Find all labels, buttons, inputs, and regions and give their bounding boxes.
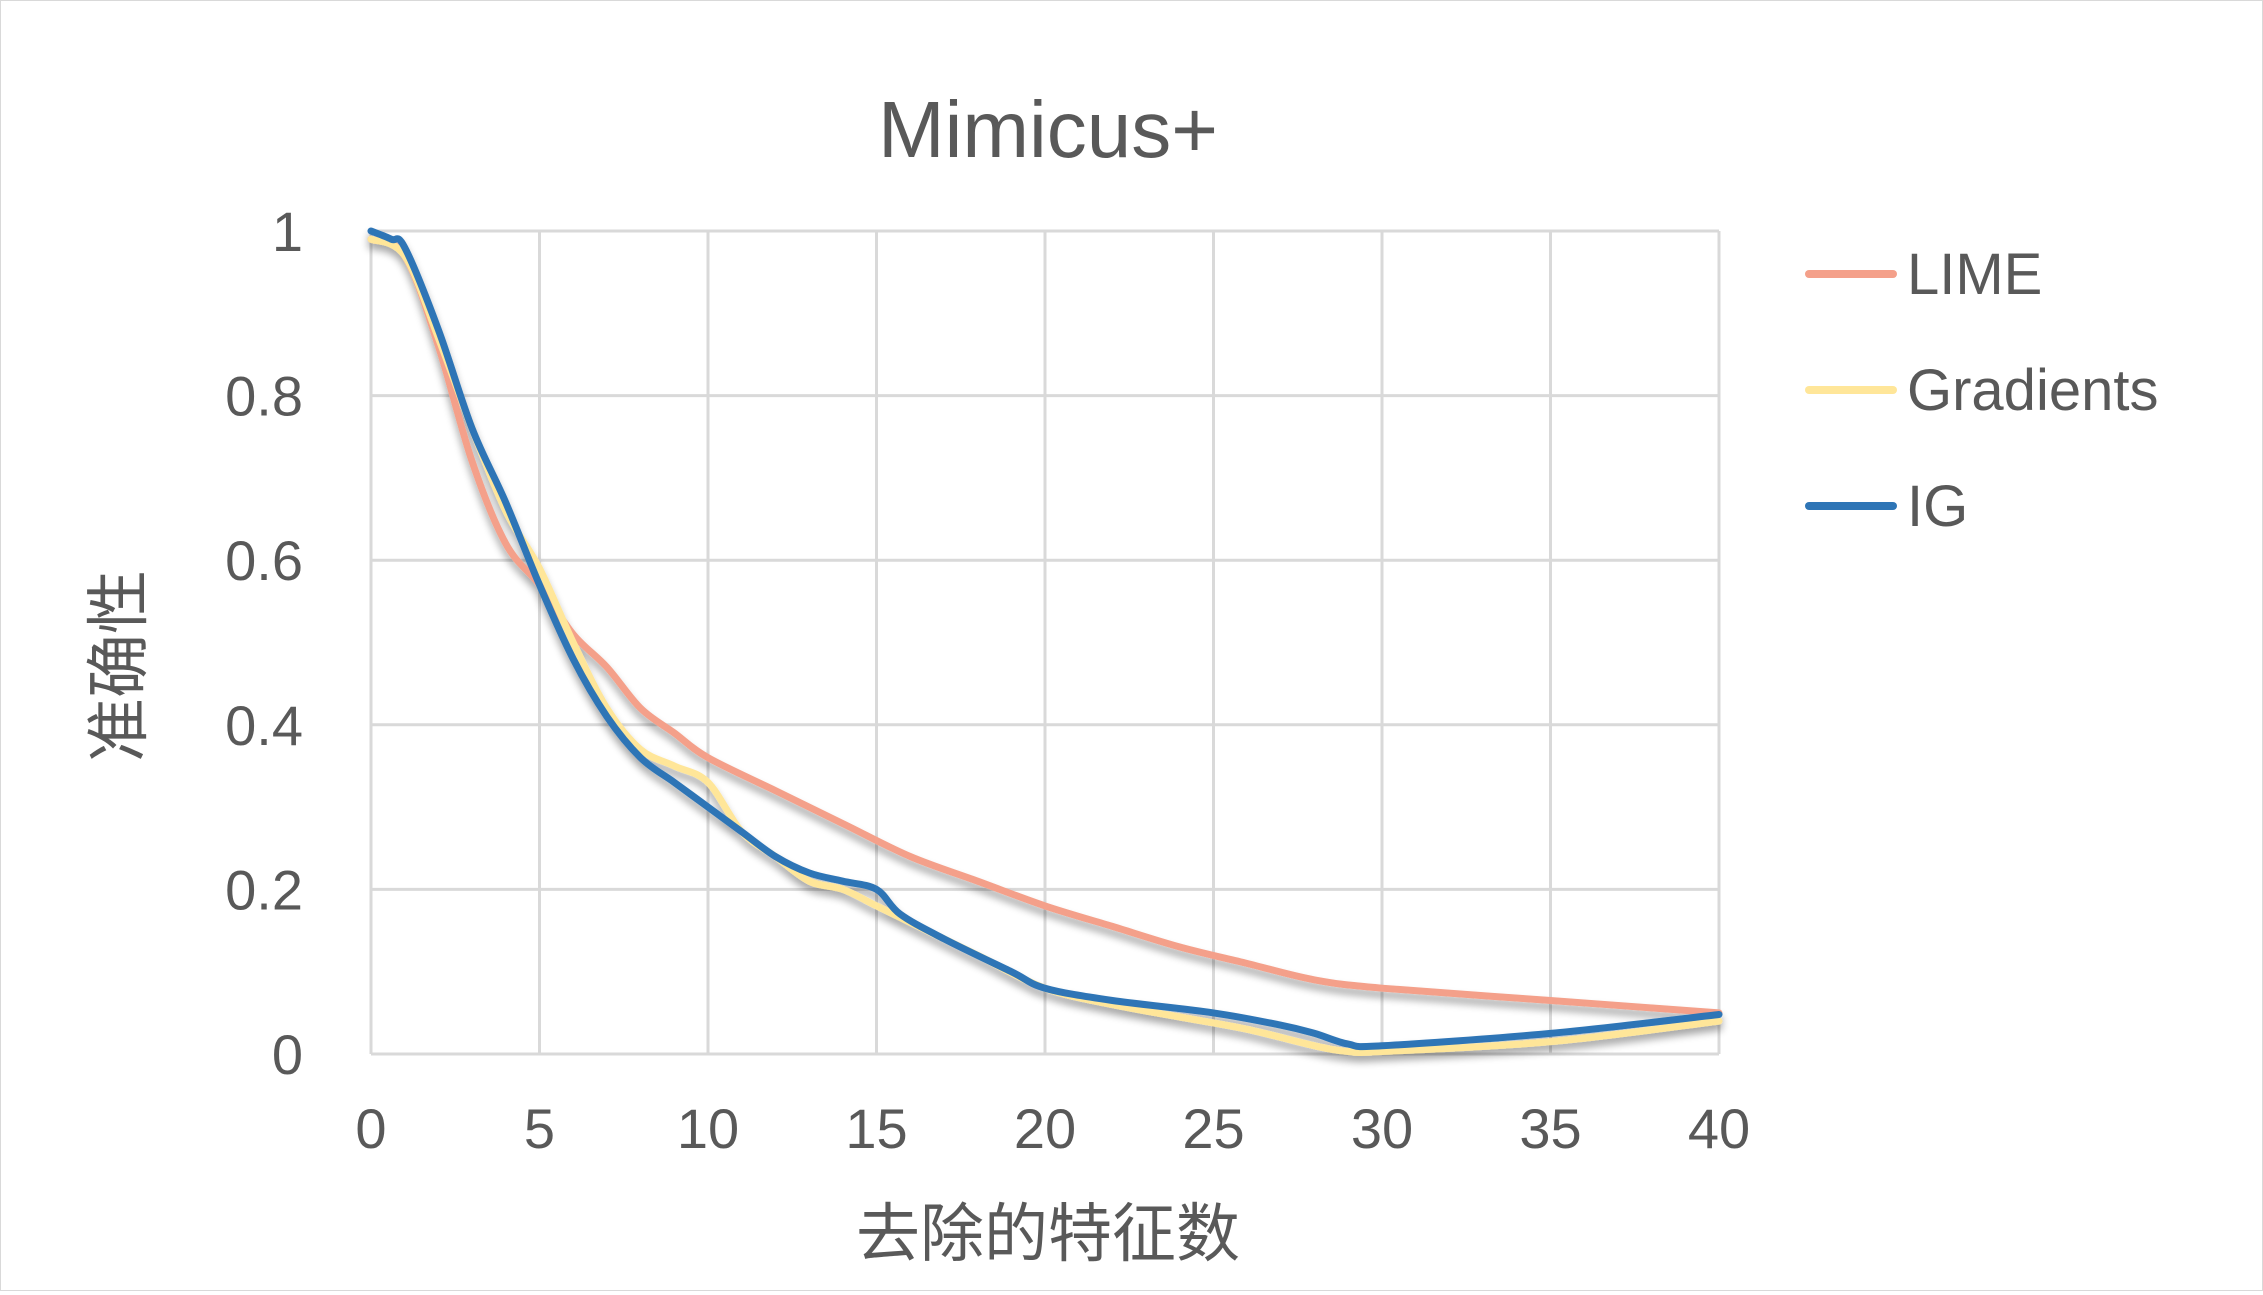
x-tick-label: 35 [1519, 1097, 1581, 1160]
x-tick-label: 40 [1688, 1097, 1750, 1160]
series-line-lime [367, 235, 1723, 1017]
legend-label-gradients: Gradients [1907, 358, 2158, 423]
x-tick-label: 5 [524, 1097, 555, 1160]
legend: LIME Gradients IG [1805, 242, 2158, 539]
y-tick-label: 0.6 [225, 529, 303, 592]
chart-title: Mimicus+ [878, 85, 1218, 174]
legend-label-ig: IG [1907, 474, 1968, 539]
y-tick-label: 0 [272, 1023, 303, 1086]
x-tick-label: 20 [1014, 1097, 1076, 1160]
y-tick-label: 0.4 [225, 694, 303, 757]
y-tick-label: 0.8 [225, 365, 303, 428]
y-axis-ticks: 0 0.2 0.4 0.6 0.8 1 [225, 200, 303, 1086]
series-line-ig [367, 227, 1723, 1051]
x-axis-title: 去除的特征数 [856, 1198, 1240, 1270]
x-tick-label: 10 [677, 1097, 739, 1160]
series-lines [367, 227, 1723, 1057]
x-tick-label: 15 [845, 1097, 907, 1160]
gridlines [369, 229, 1721, 1056]
x-tick-label: 25 [1182, 1097, 1244, 1160]
y-tick-label: 0.2 [225, 858, 303, 921]
x-tick-label: 30 [1351, 1097, 1413, 1160]
y-tick-label: 1 [272, 200, 303, 263]
legend-label-lime: LIME [1907, 242, 2042, 307]
y-axis-title: 准确性 [83, 570, 155, 762]
x-axis-ticks: 0 5 10 15 20 25 30 35 40 [355, 1097, 1750, 1160]
x-tick-label: 0 [355, 1097, 386, 1160]
